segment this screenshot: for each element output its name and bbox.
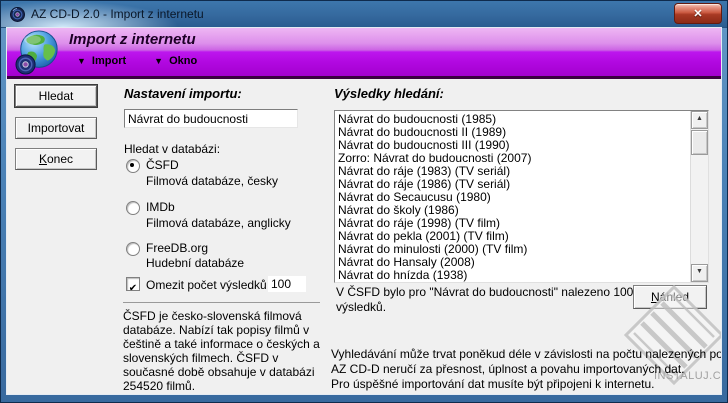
limit-label[interactable]: Omezit počet výsledků na — [146, 278, 284, 292]
radio-freedb-sublabel: Hudební databáze — [146, 256, 245, 270]
instaluj-watermark-text: INSTALUJ.CZ — [654, 370, 722, 382]
radio-imdb[interactable] — [126, 201, 140, 215]
list-item[interactable]: Návrat do Secaucusu (1980) — [338, 190, 491, 204]
radio-freedb-label[interactable]: FreeDB.org — [146, 241, 209, 255]
csfd-info-text: ČSFD je česko-slovenská filmová databáze… — [123, 309, 320, 393]
preview-button-accesskey: N — [650, 290, 660, 304]
limit-input[interactable] — [268, 276, 306, 292]
app-cd-icon — [10, 7, 25, 22]
radio-csfd-sublabel: Filmová databáze, česky — [146, 174, 279, 188]
radio-freedb[interactable] — [126, 242, 140, 256]
search-input[interactable] — [124, 109, 298, 128]
menubar: ▼ Import ▼ Okno — [77, 55, 197, 67]
titlebar[interactable]: AZ CD-D 2.0 - Import z internetu ✕ — [1, 1, 727, 28]
radio-imdb-sublabel: Filmová databáze, anglicky — [146, 216, 291, 230]
list-item[interactable]: Návrat do budoucnosti (1985) — [338, 112, 497, 126]
check-icon: ✔ — [128, 283, 138, 294]
results-heading: Výsledky hledání: — [334, 86, 444, 101]
list-item[interactable]: Návrat do Hansaly (2008) — [338, 255, 475, 269]
menu-okno-label: Okno — [169, 55, 198, 67]
search-button[interactable]: Hledat — [14, 84, 98, 108]
divider — [123, 302, 320, 303]
radio-imdb-label[interactable]: IMDb — [146, 200, 175, 214]
menu-import[interactable]: ▼ Import — [77, 55, 126, 67]
quit-button[interactable]: Konec — [15, 148, 97, 170]
radio-csfd-label[interactable]: ČSFD — [146, 158, 179, 172]
import-settings-heading: Nastavení importu: — [124, 86, 242, 101]
list-item[interactable]: Návrat do pekla (2001) (TV film) — [338, 229, 509, 243]
close-button[interactable]: ✕ — [674, 3, 722, 24]
results-list: Návrat do budoucnosti (1985) Návrat do bu… — [335, 111, 691, 282]
list-item[interactable]: Návrat do ráje (1983) (TV seriál) — [338, 164, 511, 178]
arrow-up-icon: ▲ — [696, 115, 703, 122]
instaluj-watermark-logo — [623, 284, 721, 386]
results-listbox[interactable]: Návrat do budoucnosti (1985) Návrat do bu… — [334, 110, 709, 283]
footer-notes: Vyhledávání může trvat poněkud déle v zá… — [331, 347, 722, 392]
radio-dot-icon — [130, 163, 134, 167]
limit-checkbox[interactable]: ✔ — [126, 277, 140, 294]
globe-cd-icon — [15, 30, 58, 75]
quit-button-label: onec — [46, 152, 74, 166]
list-item[interactable]: Návrat do minulosti (2000) (TV film) — [338, 242, 528, 256]
radio-csfd[interactable] — [126, 159, 140, 173]
header-title: Import z internetu — [69, 31, 196, 48]
list-item[interactable]: Zorro: Návrat do budoucnosti (2007) — [338, 151, 532, 165]
list-item[interactable]: Návrat do hnízda (1938) — [338, 268, 468, 282]
footer-line: Vyhledávání může trvat poněkud déle v zá… — [331, 347, 722, 361]
quit-button-accesskey: K — [38, 152, 47, 166]
results-scrollbar[interactable]: ▲ ▼ — [690, 111, 708, 282]
menu-import-label: Import — [91, 55, 127, 67]
scroll-up-button[interactable]: ▲ — [691, 111, 708, 129]
list-item[interactable]: Návrat do budoucnosti II (1989) — [338, 125, 507, 139]
footer-line: AZ CD-D neručí za přesnost, úplnost a po… — [331, 362, 685, 376]
search-status-text: V ČSFD bylo pro "Návrat do budoucnosti" … — [336, 285, 634, 314]
close-icon: ✕ — [693, 8, 703, 20]
menu-okno[interactable]: ▼ Okno — [154, 55, 197, 67]
list-item[interactable]: Návrat do ráje (1998) (TV film) — [338, 216, 501, 230]
app-header: Import z internetu ▼ Import ▼ Okno — [7, 28, 721, 79]
list-item[interactable]: Návrat do školy (1986) — [338, 203, 459, 217]
database-group-label: Hledat v databázi: — [124, 142, 221, 156]
list-item[interactable]: Návrat do budoucnosti III (1990) — [338, 138, 510, 152]
window-title: AZ CD-D 2.0 - Import z internetu — [31, 7, 204, 21]
chevron-down-icon: ▼ — [154, 56, 164, 66]
arrow-down-icon: ▼ — [696, 268, 703, 275]
client-area: Import z internetu ▼ Import ▼ Okno Hleda… — [6, 27, 722, 395]
scroll-down-button[interactable]: ▼ — [691, 264, 708, 282]
chevron-down-icon: ▼ — [77, 56, 86, 66]
import-button[interactable]: Importovat — [15, 117, 97, 139]
scrollbar-thumb[interactable] — [691, 130, 708, 155]
list-item[interactable]: Návrat do ráje (1986) (TV seriál) — [338, 177, 511, 191]
footer-line: Pro úspěšné importování dat musíte být p… — [331, 377, 655, 391]
